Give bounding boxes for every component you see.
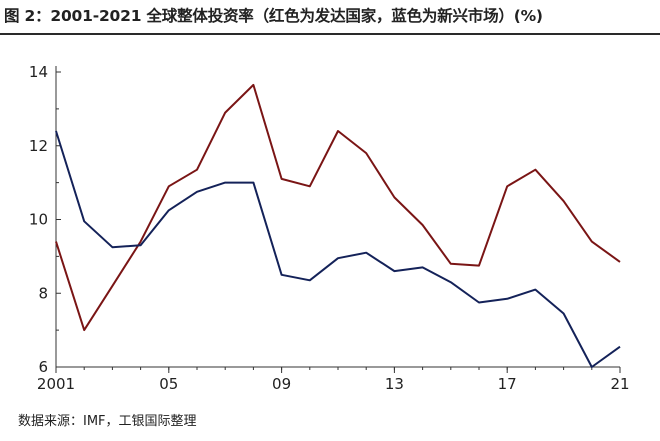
y-tick-label: 14 — [29, 63, 48, 81]
x-tick-label: 05 — [159, 375, 178, 393]
series-line-1 — [55, 83, 621, 332]
x-tick-label: 2001 — [37, 375, 75, 393]
chart-ticks: 6 8 10 12 14 2001 05 09 13 17 21 — [29, 63, 630, 393]
x-tick-label: 09 — [272, 375, 291, 393]
chart-axes — [55, 66, 620, 368]
y-tick-label: 10 — [29, 211, 48, 229]
data-source-note: 数据来源：IMF，工银国际整理 — [18, 414, 197, 429]
y-tick-label: 8 — [38, 284, 48, 302]
x-tick-label: 21 — [610, 375, 629, 393]
chart-title: 图 2：2001-2021 全球整体投资率（红色为发达国家，蓝色为新兴市场）(%… — [4, 7, 543, 25]
y-tick-label: 6 — [38, 358, 48, 376]
series-line-2 — [55, 130, 621, 368]
x-tick-label: 17 — [498, 375, 517, 393]
y-tick-label: 12 — [29, 137, 48, 155]
title-divider — [0, 33, 660, 35]
x-tick-label: 13 — [385, 375, 404, 393]
chart-series — [55, 83, 621, 368]
